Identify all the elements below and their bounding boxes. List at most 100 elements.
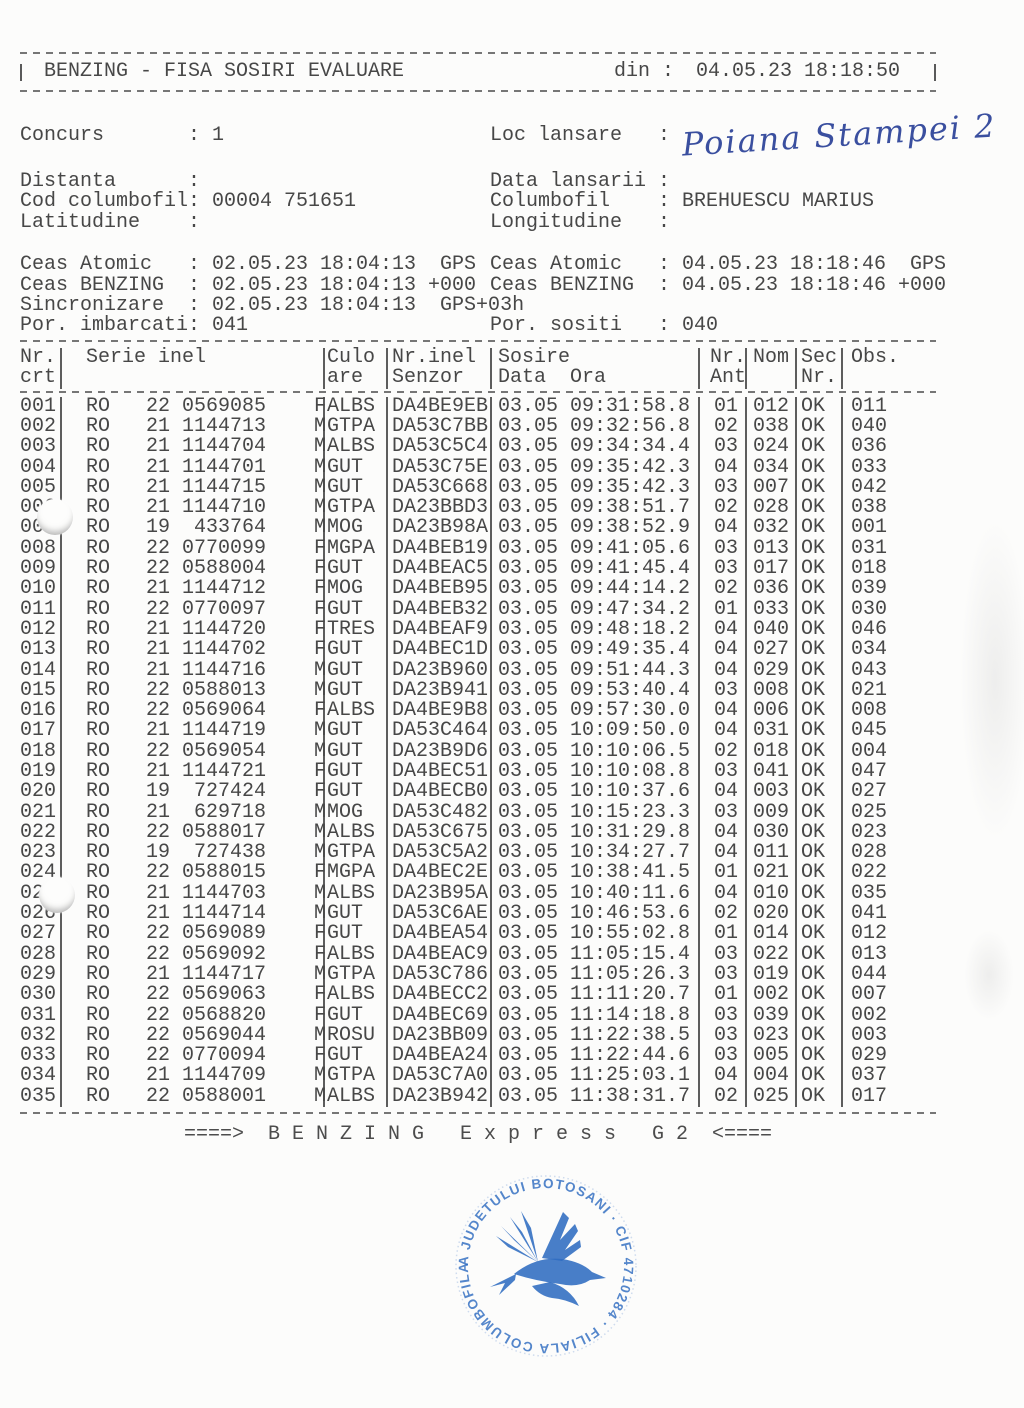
field-label: Data lansarii	[490, 170, 647, 193]
field-cod-columbofil: Cod columbofil 00004 751651	[20, 190, 490, 214]
field-label: Longitudine	[490, 210, 623, 234]
table-row: 015 RO 22 0588013 M GUT DA23B941 03.05 09:5…	[20, 678, 888, 702]
colon	[188, 276, 212, 296]
field-label: Sincronizare	[20, 294, 165, 318]
page-title: BENZING - FISA SOSIRI EVALUARE	[44, 59, 405, 83]
field-ceas-benzing-stop: Ceas BENZING 04.05.23 18:18:46 +000	[490, 273, 946, 297]
table-row: 009 RO 22 0588004 F GUT DA4BEAC5 03.05 09:4…	[20, 557, 888, 581]
table-row: 023 RO 19 727438 M GTPA DA53C5A2 03.05 10:3…	[20, 841, 888, 865]
table-row: 030 RO 22 0569063 F ALBS DA4BECC2 03.05 11:…	[20, 983, 888, 1007]
colon	[188, 192, 212, 212]
colon	[658, 126, 682, 156]
field-value: 04.05.23 18:18:46 GPS	[682, 253, 947, 277]
header-sosire: Sosire Data Ora	[492, 347, 700, 389]
clock-row: Por. imbarcati 041 Por. sositi 040	[20, 314, 936, 338]
header-nom: Nom	[747, 347, 797, 389]
divider	[20, 1112, 936, 1115]
table-row: 032 RO 22 0569044 M ROSU DA23BB09 03.05 11:…	[20, 1023, 888, 1047]
table-row: 035 RO 22 0588001 M ALBS DA23B942 03.05 11:…	[20, 1084, 888, 1108]
border-pipe	[934, 63, 936, 81]
field-sincronizare: Sincronizare 02.05.23 18:04:13 GPS+03h	[20, 294, 525, 318]
field-loc-lansare: Loc lansare Poiana Stampei 2	[490, 106, 998, 163]
header-obs: Obs.	[851, 345, 900, 369]
table-row: 001 RO 22 0569085 F ALBS DA4BE9EB 03.05 09:…	[20, 394, 888, 418]
field-latitudine: Latitudine	[20, 210, 490, 234]
table-header: Nr. crt Serie inel Culo are Nr.inel Senzor …	[20, 345, 936, 389]
handwritten-release-location: Poiana Stampei 2	[680, 106, 998, 164]
table-row: 019 RO 21 1144721 F GUT DA4BEC51 03.05 10:1…	[20, 760, 888, 783]
table-row: 008 RO 22 0770099 F MGPA DA4BEB19 03.05 09:…	[20, 536, 888, 560]
table-row: 022 RO 22 0588017 M ALBS DA53C675 03.05 10:…	[20, 820, 888, 844]
field-ceas-benzing-start: Ceas BENZING 02.05.23 18:04:13 +000	[20, 275, 490, 296]
arrivals-table: Nr. crt Serie inel Culo are Nr.inel Senzor …	[20, 339, 936, 1115]
field-value: 1	[212, 124, 225, 147]
field-label: Ceas BENZING	[490, 273, 635, 297]
table-row: 012 RO 21 1144720 F TRES DA4BEAF9 03.05 09:…	[20, 617, 888, 641]
arrivals-table-body: 001 RO 22 0569085 F ALBS DA4BE9EB 03.05 09:…	[20, 394, 936, 1108]
colon	[658, 213, 682, 233]
header-nr-ant: Nr. Ant	[700, 347, 747, 389]
field-label: Latitudine	[20, 210, 141, 234]
field-value: 00004 751651	[212, 190, 357, 214]
field-porumbei-imbarcati: Por. imbarcati 041	[20, 314, 490, 338]
table-row: 014 RO 21 1144716 M GUT DA23B960 03.05 09:5…	[20, 658, 888, 682]
field-label: Distanta	[20, 170, 117, 193]
field-concurs: Concurs 1	[20, 124, 490, 156]
divider	[20, 90, 936, 92]
clock-row: Ceas BENZING 02.05.23 18:04:13 +000 Ceas …	[20, 275, 946, 296]
benzing-arrival-sheet: BENZING - FISA SOSIRI EVALUARE din : 04.…	[20, 0, 998, 1145]
colon	[188, 213, 212, 233]
field-data-lansarii: Data lansarii	[490, 170, 936, 193]
table-row: 021 RO 21 629718 M MOG DA53C482 03.05 10:15…	[20, 800, 888, 824]
field-columbofil: Columbofil BREHUESCU MARIUS	[490, 190, 936, 214]
table-row: 034 RO 21 1144709 M GTPA DA53C7A0 03.05 11:…	[20, 1064, 888, 1088]
table-row: 029 RO 21 1144717 M GTPA DA53C786 03.05 11:…	[20, 962, 888, 986]
clock-section: Ceas Atomic 02.05.23 18:04:13 GPS Ceas At…	[20, 253, 946, 338]
field-value: 02.05.23 18:04:13 GPS+03h	[212, 294, 525, 318]
fancier-name: BREHUESCU MARIUS	[682, 190, 875, 214]
field-label: Columbofil	[490, 190, 611, 214]
table-row: 010 RO 21 1144712 F MOG DA4BEB95 03.05 09:4…	[20, 577, 888, 601]
header-sec-nr: Sec Nr.	[797, 347, 843, 389]
table-row: 028 RO 22 0569092 F ALBS DA4BEAC9 03.05 11:…	[20, 942, 888, 966]
info-row: Cod columbofil 00004 751651 Columbofil BRE…	[20, 190, 936, 214]
field-ceas-atomic-start: Ceas Atomic 02.05.23 18:04:13 GPS	[20, 253, 490, 277]
document-header: BENZING - FISA SOSIRI EVALUARE din : 04.…	[20, 54, 936, 90]
colon	[188, 296, 212, 316]
table-row: 005 RO 21 1144715 M GUT DA53C668 03.05 09:3…	[20, 475, 888, 499]
header-nr-inel-senzor: Nr.inel Senzor	[388, 347, 492, 389]
colon	[658, 172, 682, 192]
divider	[20, 52, 936, 54]
field-label: Loc lansare	[490, 124, 623, 147]
header-culoare: Culo are	[325, 347, 388, 389]
field-longitudine: Longitudine	[490, 210, 936, 234]
header-nr-crt: Nr. crt	[20, 347, 62, 389]
field-value: 040	[682, 314, 719, 338]
table-row: 011 RO 22 0770097 F GUT DA4BEB32 03.05 09:4…	[20, 597, 888, 621]
colon	[188, 126, 212, 156]
border-pipe	[20, 63, 22, 81]
din-value: 04.05.23 18:18:50	[696, 59, 901, 83]
colon	[658, 316, 682, 336]
divider	[20, 390, 936, 393]
binder-hole-punch	[39, 877, 75, 913]
field-ceas-atomic-stop: Ceas Atomic 04.05.23 18:18:46 GPS	[490, 253, 947, 277]
table-row: 002 RO 21 1144713 M GTPA DA53C7BB 03.05 09:…	[20, 414, 888, 438]
table-row: 026 RO 21 1144714 M GUT DA53C6AE 03.05 10:4…	[20, 902, 888, 926]
info-row: Concurs 1 Loc lansare Poiana Stampei 2	[20, 106, 998, 163]
field-label: Concurs	[20, 124, 105, 147]
print-date: din : 04.05.23 18:18:50	[614, 59, 901, 83]
stamp-outer-ring	[455, 1175, 637, 1357]
colon	[188, 316, 212, 336]
table-row: 016 RO 22 0569064 F ALBS DA4BE9B8 03.05 09:…	[20, 699, 888, 723]
colon	[658, 276, 682, 296]
colon	[188, 255, 212, 275]
field-distanta: Distanta	[20, 170, 490, 193]
field-value: 02.05.23 18:04:13 GPS	[212, 253, 477, 277]
field-label: Por. imbarcati	[20, 314, 189, 338]
clock-row: Sincronizare 02.05.23 18:04:13 GPS+03h	[20, 294, 936, 318]
info-row: Latitudine Longitudine	[20, 210, 936, 234]
table-row: 027 RO 22 0569089 F GUT DA4BEA54 03.05 10:5…	[20, 922, 888, 946]
table-row: 018 RO 22 0569054 M GUT DA23B9D6 03.05 10:1…	[20, 739, 888, 763]
